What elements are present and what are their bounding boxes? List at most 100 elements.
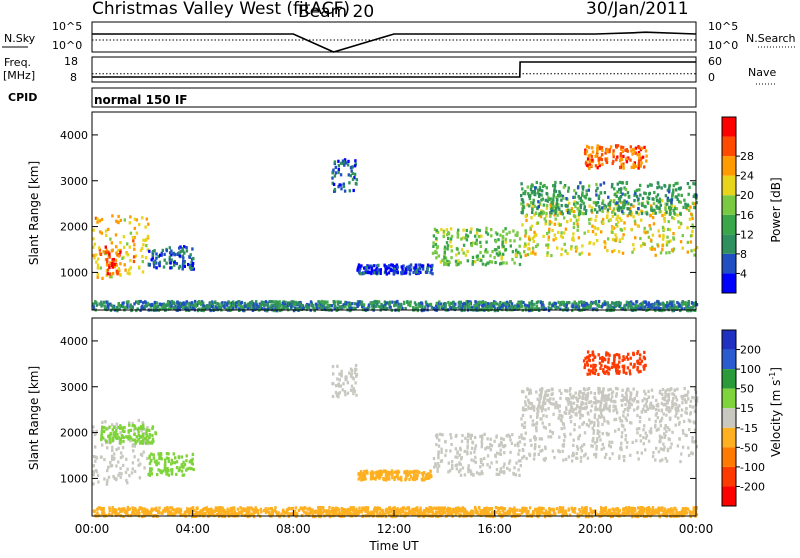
heatmap-cell [417, 307, 419, 310]
heatmap-cell [444, 305, 446, 308]
heatmap-cell [588, 358, 590, 361]
heatmap-cell [104, 420, 106, 423]
heatmap-cell [650, 206, 652, 209]
heatmap-cell [418, 263, 420, 266]
heatmap-cell [510, 244, 512, 247]
nsearch-tick-top: 10^5 [708, 20, 738, 33]
heatmap-cell [530, 415, 532, 418]
heatmap-cell [665, 430, 667, 433]
heatmap-cell [583, 421, 585, 424]
heatmap-cell [538, 453, 540, 456]
heatmap-cell [597, 373, 599, 376]
heatmap-cell [573, 203, 575, 206]
heatmap-cell [544, 446, 546, 449]
heatmap-cell [552, 413, 554, 416]
heatmap-cell [552, 398, 554, 401]
heatmap-cell [666, 236, 668, 239]
heatmap-cell [310, 300, 312, 303]
heatmap-cell [621, 193, 623, 196]
heatmap-cell [607, 367, 609, 370]
heatmap-cell [594, 219, 596, 222]
heatmap-cell [93, 464, 95, 467]
heatmap-cell [264, 304, 266, 307]
heatmap-cell [119, 273, 121, 276]
heatmap-cell [525, 215, 527, 218]
heatmap-cell [93, 473, 95, 476]
heatmap-cell [514, 444, 516, 447]
heatmap-cell [624, 149, 626, 152]
nsearch-tick-bottom: 10^0 [708, 39, 738, 52]
freq-series-line [92, 62, 696, 77]
heatmap-cell [582, 394, 584, 397]
heatmap-cell [633, 199, 635, 202]
heatmap-cell [487, 305, 489, 308]
heatmap-cell [334, 160, 336, 163]
heatmap-cell [336, 394, 338, 397]
heatmap-cell [664, 220, 666, 223]
heatmap-cell [577, 218, 579, 221]
heatmap-cell [460, 261, 462, 264]
heatmap-cell [123, 436, 125, 439]
heatmap-cell [145, 244, 147, 247]
heatmap-cell [693, 420, 695, 423]
heatmap-cell [612, 152, 614, 155]
heatmap-cell [129, 246, 131, 249]
heatmap-cell [525, 408, 527, 411]
heatmap-cell [375, 272, 377, 275]
heatmap-cell [406, 470, 408, 473]
heatmap-cell [652, 234, 654, 237]
heatmap-cell [508, 231, 510, 234]
heatmap-cell [466, 450, 468, 453]
heatmap-cell [520, 300, 522, 303]
heatmap-cell [653, 209, 655, 212]
heatmap-cell [171, 459, 173, 462]
heatmap-cell [420, 305, 422, 308]
heatmap-cell [344, 390, 346, 393]
heatmap-cell [437, 451, 439, 454]
heatmap-cell [388, 264, 390, 267]
heatmap-cell [133, 260, 135, 263]
heatmap-cell [496, 252, 498, 255]
heatmap-cell [119, 262, 121, 265]
heatmap-cell [503, 438, 505, 441]
heatmap-cell [502, 237, 504, 240]
heatmap-cell [479, 251, 481, 254]
heatmap-cell [543, 204, 545, 207]
heatmap-cell [435, 434, 437, 437]
heatmap-cell [206, 304, 208, 307]
heatmap-cell [581, 445, 583, 448]
heatmap-cell [159, 254, 161, 257]
heatmap-cell [528, 304, 530, 307]
heatmap-cell [129, 215, 131, 218]
heatmap-cell [535, 390, 537, 393]
heatmap-cell [448, 263, 450, 266]
heatmap-cell [622, 414, 624, 417]
heatmap-cell [627, 202, 629, 205]
heatmap-cell [105, 440, 107, 443]
heatmap-cell [489, 254, 491, 257]
heatmap-cell [472, 256, 474, 259]
heatmap-cell [168, 304, 170, 307]
heatmap-cell [342, 382, 344, 385]
heatmap-cell [579, 408, 581, 411]
heatmap-cell [174, 456, 176, 459]
heatmap-cell [678, 226, 680, 229]
heatmap-cell [491, 261, 493, 264]
heatmap-cell [119, 251, 121, 254]
heatmap-cell [462, 466, 464, 469]
heatmap-cell [532, 250, 534, 253]
heatmap-cell [117, 447, 119, 450]
heatmap-cell [626, 207, 628, 210]
heatmap-cell [502, 261, 504, 264]
heatmap-cell [450, 443, 452, 446]
heatmap-cell [531, 405, 533, 408]
heatmap-cell [517, 468, 519, 471]
heatmap-cell [296, 302, 298, 305]
heatmap-cell [674, 415, 676, 418]
heatmap-cell [622, 424, 624, 427]
heatmap-cell [94, 433, 96, 436]
heatmap-cell [573, 439, 575, 442]
heatmap-cell [669, 417, 671, 420]
heatmap-cell [534, 308, 536, 311]
heatmap-cell [105, 300, 107, 303]
